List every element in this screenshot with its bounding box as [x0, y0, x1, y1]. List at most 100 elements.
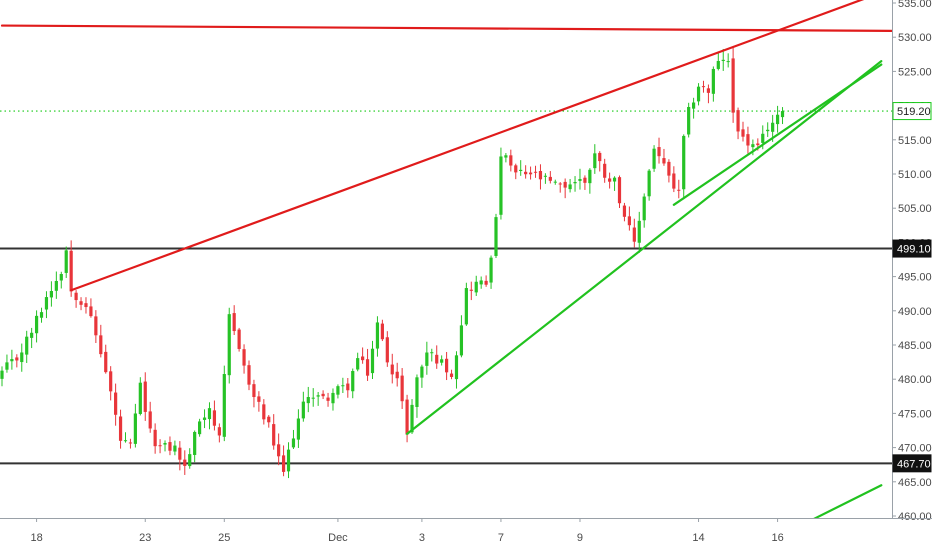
candle-body [153, 429, 157, 447]
candle-body [375, 322, 380, 349]
trendline-rising-wedge-top [70, 0, 865, 292]
x-tick-label: 3 [419, 532, 425, 544]
candle-body [706, 88, 711, 93]
candle-body [143, 381, 147, 412]
candle-body [647, 170, 651, 197]
candle-body [217, 427, 221, 436]
candle-body [148, 411, 152, 429]
time-axis: 18 23 25 Dec 3 7 9 14 16 [30, 518, 784, 544]
x-tick-label: 18 [30, 532, 42, 544]
candle-body [553, 181, 557, 183]
level-lines [0, 110, 892, 465]
candle-body [558, 183, 562, 185]
candle-body [687, 106, 691, 135]
candle-body [430, 352, 434, 354]
candle-body [133, 413, 137, 444]
candle-body [563, 181, 567, 188]
candle-body [464, 288, 468, 325]
candle-body [74, 292, 78, 301]
candle-body [25, 336, 29, 355]
candle-body [123, 440, 128, 442]
candle-body [128, 442, 133, 444]
candle-body [484, 280, 488, 285]
candle-body [321, 393, 325, 397]
candle-body [281, 455, 286, 472]
candle-body [138, 382, 142, 414]
candle-body [341, 385, 345, 387]
y-tick-label: 470.00 [898, 443, 932, 455]
candle-body [267, 416, 271, 423]
x-tick-label: 23 [139, 532, 151, 544]
y-tick-label: 485.00 [898, 340, 932, 352]
y-tick-label: 495.00 [898, 272, 932, 284]
candle-body [721, 59, 725, 61]
candle-body [0, 370, 4, 379]
candle-body [326, 397, 330, 401]
time-axis-panel[interactable] [0, 518, 892, 550]
candle-body [291, 438, 296, 448]
candle-body [573, 181, 577, 184]
candle-body [277, 444, 281, 457]
x-tick-label: 25 [218, 532, 230, 544]
candle-body [533, 171, 538, 173]
y-tick-label: 490.00 [898, 306, 932, 318]
candle-body [494, 217, 498, 256]
candle-body [608, 178, 612, 182]
candle-body [420, 366, 424, 378]
candle-body [445, 358, 449, 373]
current-price-badge-bg [892, 102, 932, 121]
candle-body [89, 306, 93, 317]
candle-body [10, 359, 14, 362]
candle-body [232, 313, 236, 332]
candle-body [780, 111, 785, 118]
candle-body [385, 337, 389, 363]
candle-body [667, 161, 671, 176]
candle-body [771, 122, 775, 132]
candle-body [736, 110, 740, 132]
candle-body [598, 152, 602, 162]
candle-body [751, 144, 755, 148]
candle-body [711, 68, 715, 94]
level-badge-support-bg [892, 454, 932, 473]
y-tick-label: 460.00 [898, 511, 932, 523]
candle-body [637, 220, 641, 243]
candle-body [346, 383, 350, 391]
candle-body [286, 449, 291, 472]
candle-body [504, 155, 508, 158]
candle-body [109, 371, 113, 392]
trendline-trend-support [405, 60, 883, 436]
candle-body [479, 280, 483, 285]
candle-body [454, 355, 459, 380]
candle-body [64, 250, 68, 273]
candle-body [94, 316, 98, 336]
candle-body [44, 297, 49, 310]
candle-body [380, 323, 384, 340]
candle-body [252, 384, 256, 398]
candle-body [118, 416, 123, 441]
candle-body [193, 431, 197, 455]
price-axis-panel[interactable] [892, 0, 932, 518]
candle-body [410, 404, 414, 433]
candle-body [306, 397, 310, 404]
price-badges: 499.10 467.70 519.20 [892, 102, 932, 473]
candle-body [39, 312, 44, 318]
candle-body [351, 371, 355, 392]
candle-body [361, 356, 365, 361]
candle-body [257, 396, 261, 402]
candle-body [178, 447, 182, 460]
candle-body [207, 408, 212, 420]
candle-body [5, 362, 9, 370]
candle-body [212, 410, 217, 426]
candle-body [370, 348, 375, 374]
x-tick-label: 16 [771, 532, 783, 544]
trendline-trend-support-inner [672, 63, 883, 206]
y-tick-label: 475.00 [898, 408, 932, 420]
candle-body [188, 454, 192, 467]
x-tick-label: Dec [328, 532, 348, 544]
y-tick-label: 535.00 [898, 0, 932, 10]
y-tick-label: 530.00 [898, 32, 932, 44]
candle-body [242, 349, 246, 366]
candle-body [49, 291, 53, 298]
candle-body [15, 357, 19, 361]
